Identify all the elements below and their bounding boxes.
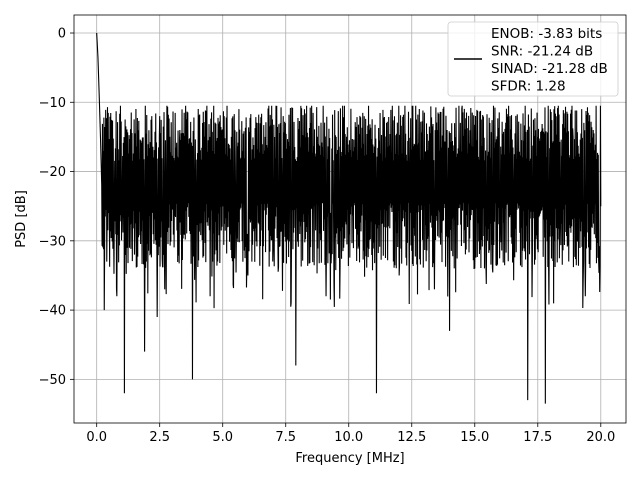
x-axis-label: Frequency [MHz] [295,451,404,466]
y-axis-ticks: 0 −10 −20 −30 −40 −50 [39,27,74,388]
axes-frame [73,14,627,424]
y-tick-label: −30 [39,234,66,249]
x-tick-label: 0.0 [86,430,107,445]
x-tick-label: 7.5 [275,430,296,445]
x-tick-label: 2.5 [149,430,170,445]
x-tick-label: 15.0 [460,430,489,445]
plot-area [96,32,602,404]
legend-snr-text: SNR: -21.24 dB [491,44,593,60]
y-tick-label: −40 [39,304,66,319]
legend-sfdr-text: SFDR: 1.28 [491,79,566,95]
x-tick-label: 12.5 [397,430,426,445]
x-axis-ticks: 0.0 2.5 5.0 7.5 10.0 12.5 15.0 17.5 20.0 [86,423,615,445]
y-tick-label: −10 [39,96,66,111]
y-axis-label: PSD [dB] [14,190,29,248]
y-tick-label: 0 [58,27,66,42]
y-tick-label: −20 [39,165,66,180]
y-tick-label: −50 [39,373,66,388]
x-tick-label: 10.0 [334,430,363,445]
x-tick-label: 5.0 [212,430,233,445]
legend-box [447,21,619,97]
x-tick-label: 17.5 [523,430,552,445]
psd-series-line [96,32,602,404]
x-tick-label: 20.0 [586,430,615,445]
legend-enob-text: ENOB: -3.83 bits [491,26,602,42]
legend-sinad-text: SINAD: -21.28 dB [491,61,608,77]
legend: ENOB: -3.83 bits SNR: -21.24 dB SINAD: -… [447,21,619,97]
